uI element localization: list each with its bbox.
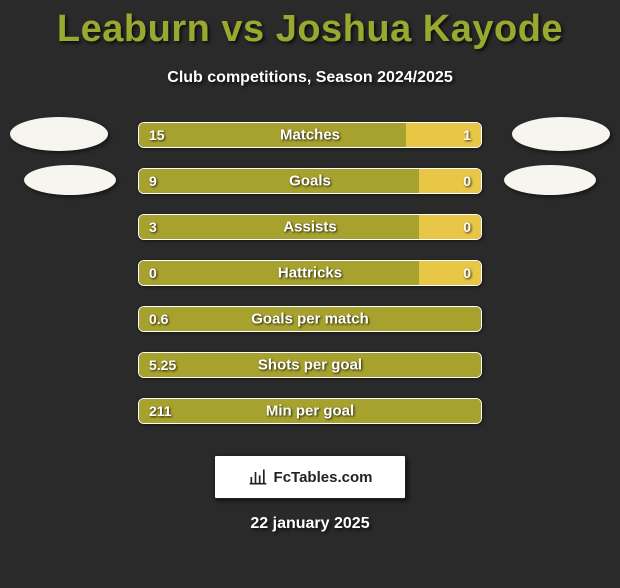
stat-value-player1: 15 xyxy=(149,127,165,143)
stat-value-player2: 0 xyxy=(463,265,471,281)
stat-label: Goals per match xyxy=(251,311,369,328)
stat-bar: 15 1 Matches xyxy=(138,122,482,148)
attribution-text: FcTables.com xyxy=(274,469,373,486)
bar-segment-player1 xyxy=(139,169,419,193)
stat-label: Assists xyxy=(283,219,336,236)
stat-label: Goals xyxy=(289,173,331,190)
stat-row: 9 0 Goals xyxy=(0,161,620,207)
stat-row: 0.6 Goals per match xyxy=(0,299,620,345)
stat-value-player1: 9 xyxy=(149,173,157,189)
stat-value-player1: 211 xyxy=(149,403,172,419)
stat-label: Min per goal xyxy=(266,403,354,420)
stat-bar: 211 Min per goal xyxy=(138,398,482,424)
bar-segment-player1 xyxy=(139,215,419,239)
date-text: 22 january 2025 xyxy=(0,515,620,533)
stat-value-player2: 0 xyxy=(463,173,471,189)
stat-label: Shots per goal xyxy=(258,357,362,374)
stat-bar: 5.25 Shots per goal xyxy=(138,352,482,378)
bar-segment-player1 xyxy=(139,123,406,147)
stat-value-player1: 0 xyxy=(149,265,157,281)
stat-row: 3 0 Assists xyxy=(0,207,620,253)
stat-value-player1: 0.6 xyxy=(149,311,168,327)
player2-logo xyxy=(512,117,610,151)
stat-label: Matches xyxy=(280,127,340,144)
stat-row: 15 1 Matches xyxy=(0,115,620,161)
stat-bar: 9 0 Goals xyxy=(138,168,482,194)
comparison-chart: 15 1 Matches 9 0 Goals 3 0 Assists 0 0 Hattricks 0.6… xyxy=(0,115,620,437)
stat-bar: 3 0 Assists xyxy=(138,214,482,240)
stat-value-player1: 5.25 xyxy=(149,357,176,373)
stat-value-player1: 3 xyxy=(149,219,157,235)
bar-segment-player2 xyxy=(419,261,481,285)
stat-value-player2: 0 xyxy=(463,219,471,235)
player2-logo xyxy=(504,165,596,195)
bar-segment-player2 xyxy=(419,169,481,193)
stat-row: 211 Min per goal xyxy=(0,391,620,437)
attribution-badge: FcTables.com xyxy=(214,455,406,499)
stat-row: 5.25 Shots per goal xyxy=(0,345,620,391)
page-title: Leaburn vs Joshua Kayode xyxy=(0,8,620,51)
bar-segment-player2 xyxy=(419,215,481,239)
stat-bar: 0.6 Goals per match xyxy=(138,306,482,332)
player1-logo xyxy=(24,165,116,195)
subtitle: Club competitions, Season 2024/2025 xyxy=(0,69,620,87)
stat-label: Hattricks xyxy=(278,265,342,282)
stat-bar: 0 0 Hattricks xyxy=(138,260,482,286)
stat-value-player2: 1 xyxy=(463,127,471,143)
stat-row: 0 0 Hattricks xyxy=(0,253,620,299)
bar-chart-icon xyxy=(248,467,268,487)
player1-logo xyxy=(10,117,108,151)
